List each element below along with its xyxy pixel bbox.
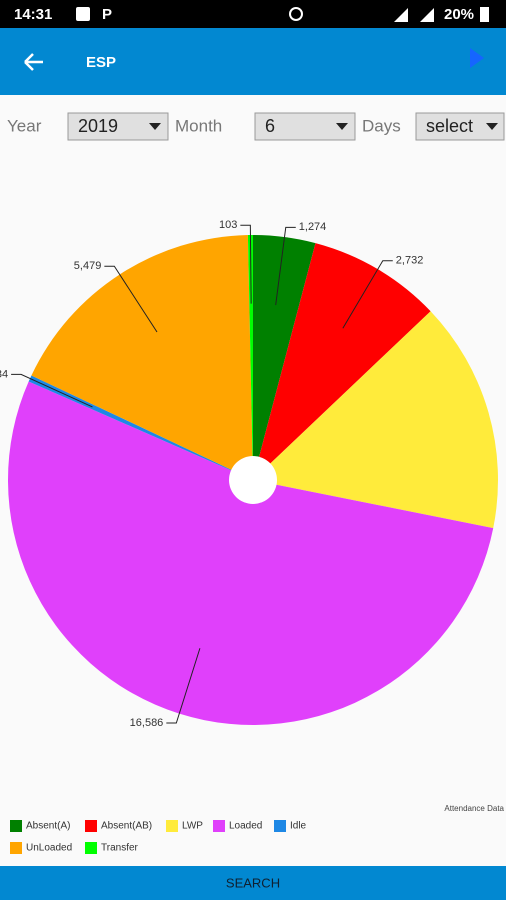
value-label: 2,732 — [396, 255, 424, 267]
back-button[interactable] — [24, 53, 43, 71]
status-icon — [289, 7, 303, 21]
leader-line — [166, 648, 201, 724]
days-label: Days — [362, 116, 401, 135]
pie-slice — [7, 381, 494, 725]
leader-line — [342, 260, 393, 329]
pie-slice — [28, 375, 253, 480]
status-icon: P — [102, 6, 112, 23]
pie-slice — [253, 235, 316, 480]
legend-label: Absent(A) — [26, 821, 70, 832]
month-value: 6 — [265, 116, 275, 136]
legend-label: Loaded — [229, 821, 262, 832]
status-battery: 20% — [444, 6, 474, 23]
legend-swatch — [274, 820, 286, 832]
play-button[interactable] — [470, 48, 484, 68]
pie-slice — [247, 235, 253, 480]
status-icon — [394, 8, 408, 22]
legend-label: Transfer — [101, 843, 139, 854]
search-button[interactable] — [0, 866, 506, 900]
value-label: 5,479 — [74, 260, 102, 272]
legend-swatch — [10, 820, 22, 832]
leader-line — [11, 373, 93, 408]
value-label: 103 — [219, 219, 237, 231]
dropdown-arrow — [336, 123, 348, 130]
days-value: select — [426, 116, 473, 136]
value-label: 16,586 — [130, 717, 164, 729]
battery-icon — [480, 7, 489, 22]
legend-swatch — [85, 820, 97, 832]
year-value: 2019 — [78, 116, 118, 136]
legend-swatch — [10, 842, 22, 854]
app-title: ESP — [86, 54, 116, 71]
legend: Absent(A) Absent(AB) LWP Loaded Idle UnLoaded… — [10, 820, 307, 854]
year-spinner[interactable] — [67, 112, 169, 141]
pie-slice — [31, 235, 254, 480]
legend-label: UnLoaded — [26, 843, 72, 854]
legend-label: Absent(AB) — [101, 821, 152, 832]
legend-swatch — [85, 842, 97, 854]
legend-label: Idle — [290, 821, 307, 832]
pie-slice — [253, 243, 431, 480]
year-label: Year — [7, 116, 42, 135]
value-label: 1,274 — [299, 221, 327, 233]
chart-description: Attendance Data — [444, 804, 504, 813]
status-time: 14:31 — [14, 6, 52, 23]
pie-hole — [229, 456, 277, 504]
legend-swatch — [213, 820, 225, 832]
month-label: Month — [175, 116, 222, 135]
legend-label: LWP — [182, 821, 203, 832]
status-icon — [420, 8, 434, 22]
legend-swatch — [166, 820, 178, 832]
status-icon — [76, 7, 90, 21]
search-label: SEARCH — [226, 875, 280, 890]
leader-line — [240, 224, 252, 304]
pie-slice — [253, 311, 498, 529]
pie-chart: 1,274 2,732 16,586 134 5,479 103 — [0, 219, 498, 729]
dropdown-arrow — [149, 123, 161, 130]
value-label: 134 — [0, 368, 8, 380]
leader-line — [104, 265, 158, 333]
month-spinner[interactable] — [254, 112, 356, 141]
leader-line — [275, 226, 296, 306]
app-bar — [0, 28, 506, 95]
dropdown-arrow — [486, 123, 498, 130]
